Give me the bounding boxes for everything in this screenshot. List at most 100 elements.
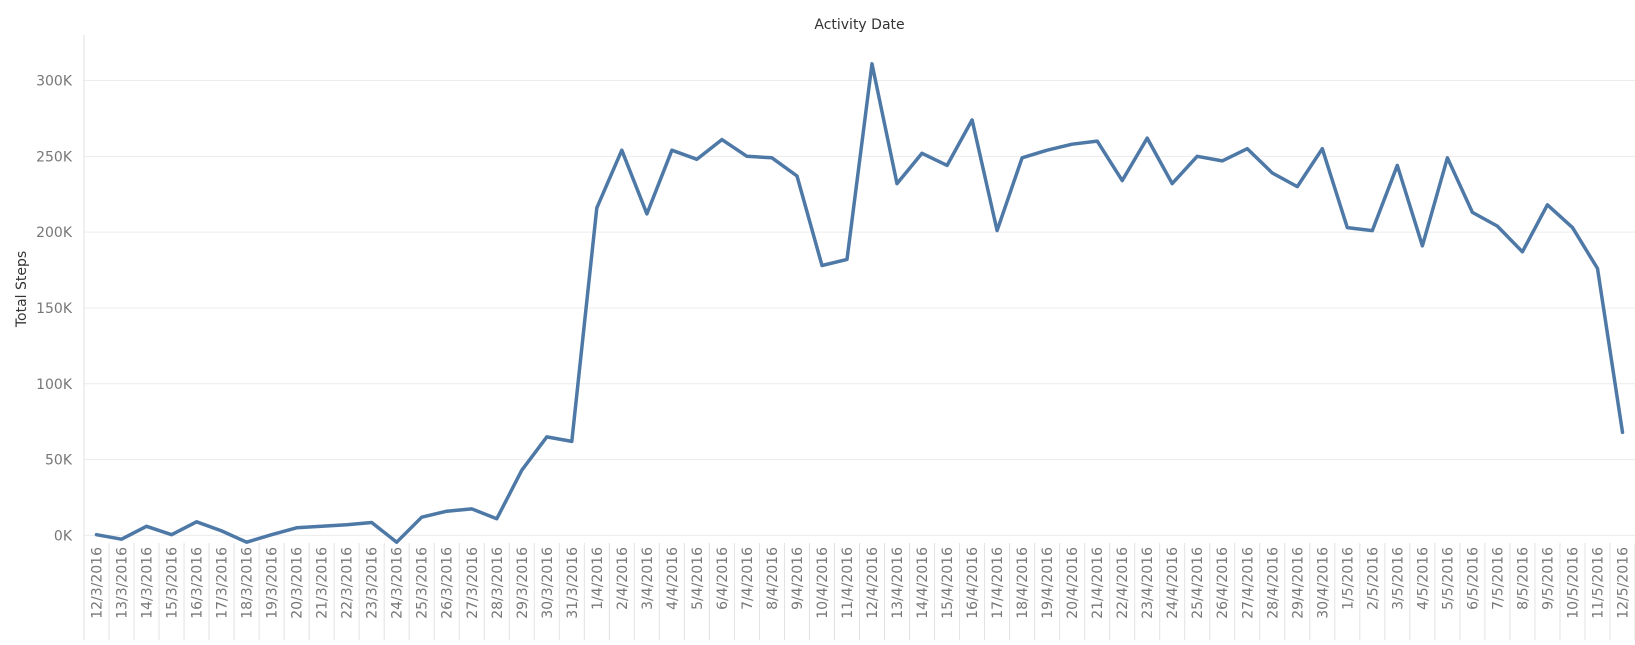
data-point	[1445, 156, 1449, 160]
data-point	[170, 533, 174, 537]
y-tick-label: 50K	[45, 453, 73, 469]
x-tick-label: 29/3/2016	[515, 547, 531, 619]
gridlines	[83, 35, 1635, 543]
x-tick-label: 5/4/2016	[690, 547, 706, 610]
data-point	[320, 524, 324, 528]
data-point	[1120, 179, 1124, 183]
x-tick-label: 23/4/2016	[1140, 547, 1156, 619]
x-tick-label: 27/4/2016	[1240, 547, 1256, 619]
x-tick-label: 2/5/2016	[1365, 547, 1381, 610]
x-tick-label: 5/5/2016	[1440, 547, 1456, 610]
data-point	[795, 174, 799, 178]
data-point	[445, 509, 449, 513]
data-point	[1495, 224, 1499, 228]
data-point	[1070, 142, 1074, 146]
data-point	[995, 229, 999, 233]
x-tick-label: 20/4/2016	[1065, 547, 1081, 619]
x-tick-label: 30/3/2016	[540, 547, 556, 619]
x-tick-label: 8/4/2016	[765, 547, 781, 610]
x-tick-label: 21/4/2016	[1090, 547, 1106, 619]
data-point	[945, 163, 949, 167]
x-axis-ticks: 12/3/2016 13/3/2016 14/3/2016 15/3/2016 16/3…	[90, 547, 1632, 619]
data-point	[870, 62, 874, 66]
x-tick-label: 12/3/2016	[90, 547, 106, 619]
data-point	[1545, 203, 1549, 207]
x-tick-label: 31/3/2016	[565, 547, 581, 619]
x-tick-label: 30/4/2016	[1315, 547, 1331, 619]
data-point	[1345, 226, 1349, 230]
x-tick-label: 12/5/2016	[1615, 547, 1631, 619]
series-layer	[94, 62, 1625, 544]
data-point	[1245, 147, 1249, 151]
x-tick-label: 17/3/2016	[215, 547, 231, 619]
x-tick-label: 11/4/2016	[840, 547, 856, 619]
x-tick-label: 7/5/2016	[1490, 547, 1506, 610]
data-point	[1145, 136, 1149, 140]
x-tick-label: 7/4/2016	[740, 547, 756, 610]
x-tick-label: 6/5/2016	[1465, 547, 1481, 610]
data-point	[195, 520, 199, 524]
data-point	[370, 521, 374, 525]
data-point	[495, 517, 499, 521]
data-point	[345, 523, 349, 527]
y-tick-label: 300K	[36, 73, 73, 89]
x-tick-label: 13/3/2016	[115, 547, 131, 619]
data-point	[1470, 210, 1474, 214]
y-tick-label: 100K	[36, 377, 73, 393]
data-point	[1270, 171, 1274, 175]
data-point	[145, 524, 149, 528]
data-point	[745, 154, 749, 158]
x-tick-label: 16/4/2016	[965, 547, 981, 619]
data-point	[720, 138, 724, 142]
x-tick-label: 2/4/2016	[615, 547, 631, 610]
x-tick-label: 27/3/2016	[465, 547, 481, 619]
x-tick-label: 28/4/2016	[1265, 547, 1281, 619]
x-tick-label: 19/4/2016	[1040, 547, 1056, 619]
data-point	[820, 263, 824, 267]
x-tick-label: 21/3/2016	[315, 547, 331, 619]
data-point	[595, 206, 599, 210]
x-tick-label: 24/3/2016	[390, 547, 406, 619]
data-point	[1020, 156, 1024, 160]
series-line	[94, 62, 1625, 544]
data-point	[1045, 148, 1049, 152]
chart-title: Activity Date	[814, 17, 904, 33]
x-tick-label: 1/4/2016	[590, 547, 606, 610]
x-tick-label: 13/4/2016	[890, 547, 906, 619]
y-tick-label: 150K	[36, 301, 73, 317]
data-point	[1395, 163, 1399, 167]
x-tick-label: 3/4/2016	[640, 547, 656, 610]
data-point	[520, 468, 524, 472]
data-point	[120, 537, 124, 541]
data-point	[1595, 267, 1599, 271]
x-tick-label: 4/4/2016	[665, 547, 681, 610]
x-tick-label: 8/5/2016	[1515, 547, 1531, 610]
y-axis-title: Total Steps	[14, 251, 30, 328]
data-point	[95, 533, 99, 537]
x-tick-label: 14/4/2016	[915, 547, 931, 619]
x-tick-label: 9/4/2016	[790, 547, 806, 610]
x-tick-label: 19/3/2016	[265, 547, 281, 619]
data-point	[270, 533, 274, 537]
y-tick-label: 250K	[36, 149, 73, 165]
data-point	[1570, 226, 1574, 230]
data-point	[295, 526, 299, 530]
data-point	[395, 540, 399, 544]
x-tick-label: 16/3/2016	[190, 547, 206, 619]
x-tick-label: 12/4/2016	[865, 547, 881, 619]
x-tick-label: 18/3/2016	[240, 547, 256, 619]
x-tick-label: 18/4/2016	[1015, 547, 1031, 619]
x-tick-label: 22/4/2016	[1115, 547, 1131, 619]
data-point	[470, 507, 474, 511]
x-tick-label: 1/5/2016	[1340, 547, 1356, 610]
data-point	[1620, 430, 1624, 434]
data-point	[245, 540, 249, 544]
x-axis-dividers	[83, 543, 1635, 640]
data-point	[620, 148, 624, 152]
x-tick-label: 9/5/2016	[1540, 547, 1556, 610]
x-tick-label: 6/4/2016	[715, 547, 731, 610]
x-tick-label: 15/4/2016	[940, 547, 956, 619]
data-point	[1320, 147, 1324, 151]
data-point	[1170, 182, 1174, 186]
